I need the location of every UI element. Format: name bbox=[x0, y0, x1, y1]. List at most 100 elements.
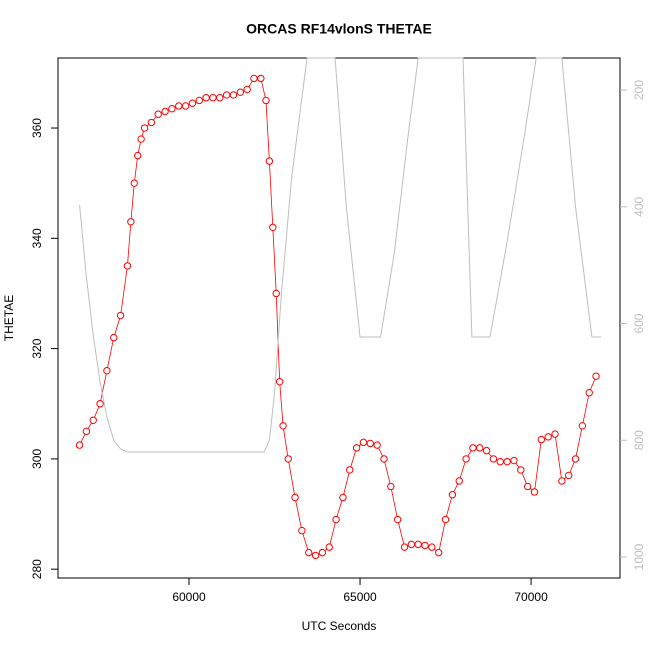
data-point bbox=[202, 94, 210, 102]
data-point bbox=[407, 540, 416, 549]
y2-tick-label: 800 bbox=[632, 430, 646, 450]
data-point bbox=[175, 102, 183, 110]
data-point bbox=[578, 422, 587, 430]
data-point bbox=[428, 543, 436, 551]
data-point bbox=[517, 466, 525, 474]
data-point bbox=[130, 179, 138, 187]
data-point bbox=[400, 543, 409, 551]
data-point bbox=[359, 438, 368, 447]
y2-tick-label: 600 bbox=[632, 313, 646, 333]
data-point bbox=[455, 477, 463, 485]
data-point bbox=[305, 548, 313, 557]
x-tick-label: 60000 bbox=[172, 590, 206, 604]
data-point bbox=[476, 444, 484, 452]
data-point bbox=[592, 372, 600, 380]
data-point bbox=[421, 541, 429, 550]
data-point bbox=[250, 74, 258, 83]
data-point bbox=[325, 543, 333, 551]
data-point bbox=[510, 456, 518, 465]
chart-title: ORCAS RF14vlonS THETAE bbox=[246, 21, 432, 37]
x-axis-title: UTC Seconds bbox=[302, 619, 377, 633]
data-point bbox=[181, 102, 190, 110]
pressure-line bbox=[79, 57, 602, 453]
data-point bbox=[352, 444, 361, 452]
y-tick-label: 320 bbox=[30, 338, 44, 358]
data-point bbox=[257, 74, 265, 83]
data-point bbox=[82, 427, 91, 436]
data-point bbox=[448, 491, 457, 499]
data-point bbox=[469, 444, 477, 452]
data-point bbox=[269, 223, 277, 231]
data-point bbox=[133, 151, 142, 160]
data-point bbox=[530, 488, 539, 496]
x-tick-label: 65000 bbox=[343, 590, 377, 604]
data-point bbox=[110, 333, 118, 342]
data-point bbox=[585, 389, 593, 397]
data-point bbox=[154, 110, 162, 118]
data-point bbox=[462, 455, 470, 463]
data-point bbox=[414, 540, 422, 549]
data-point bbox=[236, 88, 245, 96]
data-point bbox=[393, 515, 402, 524]
data-point bbox=[366, 439, 374, 448]
data-point bbox=[137, 135, 145, 143]
data-point bbox=[195, 96, 203, 105]
y2-tick-label: 200 bbox=[632, 80, 646, 100]
data-point bbox=[544, 433, 552, 441]
data-point bbox=[222, 91, 231, 99]
data-point bbox=[127, 218, 135, 226]
data-point bbox=[265, 157, 274, 165]
data-point bbox=[209, 94, 217, 102]
y2-tick-label: 1000 bbox=[632, 543, 646, 570]
data-point bbox=[116, 311, 125, 320]
data-point bbox=[441, 515, 450, 524]
data-point bbox=[489, 455, 498, 463]
data-point bbox=[291, 493, 299, 502]
data-point bbox=[284, 455, 292, 463]
data-point bbox=[311, 551, 320, 560]
data-point bbox=[380, 455, 388, 463]
y-tick-label: 340 bbox=[30, 228, 44, 248]
data-point bbox=[523, 482, 532, 491]
y2-tick-label: 400 bbox=[632, 196, 646, 216]
y-tick-label: 360 bbox=[30, 118, 44, 138]
data-point bbox=[279, 422, 287, 430]
data-point bbox=[243, 85, 251, 94]
data-point bbox=[123, 262, 132, 270]
data-point bbox=[103, 366, 111, 375]
data-point bbox=[272, 289, 280, 298]
data-point bbox=[318, 548, 327, 557]
y-axis-title: THETAE bbox=[2, 295, 16, 341]
data-point bbox=[435, 548, 443, 557]
data-point bbox=[147, 118, 156, 127]
y-tick-label: 300 bbox=[30, 449, 44, 469]
plot-box bbox=[57, 57, 621, 579]
data-point bbox=[482, 446, 491, 455]
data-point bbox=[503, 457, 511, 466]
y-tick-label: 280 bbox=[30, 559, 44, 579]
x-tick-label: 70000 bbox=[514, 590, 548, 604]
data-point bbox=[387, 482, 395, 491]
data-point bbox=[373, 441, 381, 449]
data-point bbox=[275, 377, 284, 386]
data-point bbox=[558, 477, 566, 485]
data-point bbox=[339, 493, 347, 502]
data-point bbox=[216, 94, 224, 102]
data-point bbox=[332, 515, 340, 524]
data-point bbox=[537, 435, 546, 444]
data-point bbox=[188, 99, 197, 107]
data-point bbox=[551, 430, 559, 438]
data-point bbox=[571, 455, 580, 463]
data-point bbox=[564, 471, 573, 480]
data-point bbox=[89, 416, 97, 424]
data-point bbox=[140, 124, 149, 132]
data-line bbox=[79, 78, 597, 556]
data-point bbox=[161, 107, 169, 116]
data-point bbox=[96, 400, 104, 408]
data-point bbox=[262, 96, 270, 105]
data-point bbox=[346, 466, 354, 474]
data-point bbox=[229, 91, 238, 99]
data-point bbox=[75, 441, 84, 449]
data-point bbox=[168, 105, 176, 113]
